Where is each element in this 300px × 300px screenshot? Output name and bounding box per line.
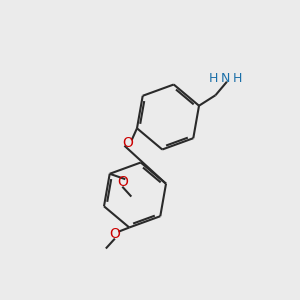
Text: H: H	[208, 72, 218, 85]
Text: O: O	[123, 136, 134, 150]
Text: O: O	[117, 175, 128, 189]
Text: N: N	[221, 72, 230, 85]
Text: H: H	[232, 72, 242, 85]
Text: O: O	[110, 227, 120, 241]
